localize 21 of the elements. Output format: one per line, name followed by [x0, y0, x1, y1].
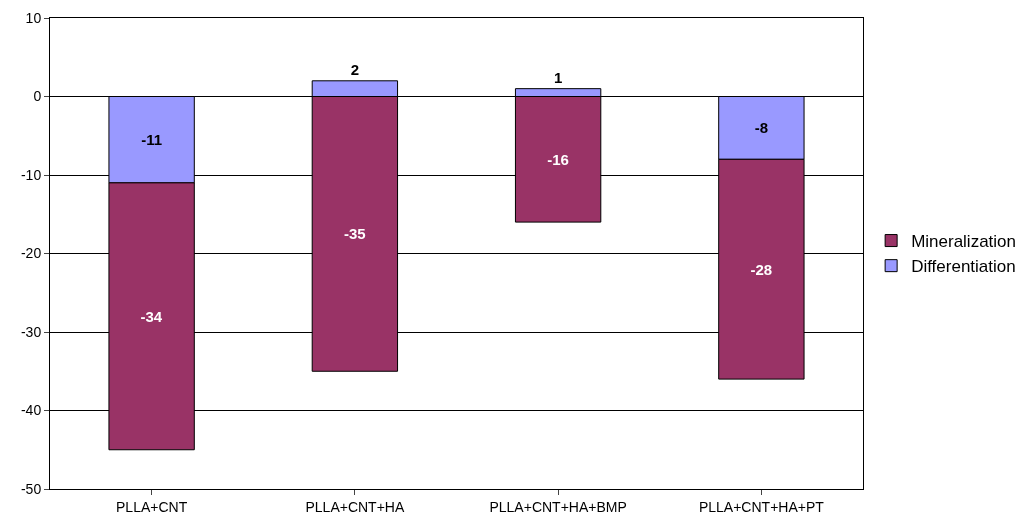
x-tick-label: PLLA+CNT+HA+BMP [489, 498, 627, 515]
x-tick-label: PLLA+CNT [116, 498, 188, 515]
y-tick-label: 10 [25, 9, 42, 26]
data-label: -8 [754, 119, 769, 137]
x-tick-label: PLLA+CNT+HA+PT [698, 498, 825, 515]
data-label: 1 [553, 68, 563, 86]
data-label: -16 [547, 150, 569, 168]
y-tick-label: 0 [33, 88, 42, 105]
y-tick-label: -30 [20, 323, 42, 340]
data-label: -11 [141, 131, 163, 149]
y-tick-label: -10 [20, 166, 42, 183]
y-tick-label: -50 [20, 480, 42, 497]
data-label: -28 [750, 260, 773, 278]
data-label: -34 [140, 307, 163, 325]
x-tick-label: PLLA+CNT+HA [305, 498, 405, 515]
data-label: -35 [344, 225, 366, 243]
legend-label: Mineralization [911, 232, 1017, 252]
y-tick-label: -40 [20, 402, 42, 419]
data-label: 2 [350, 60, 360, 78]
y-tick-label: -20 [20, 245, 42, 262]
legend-label: Differentiation [911, 257, 1016, 277]
